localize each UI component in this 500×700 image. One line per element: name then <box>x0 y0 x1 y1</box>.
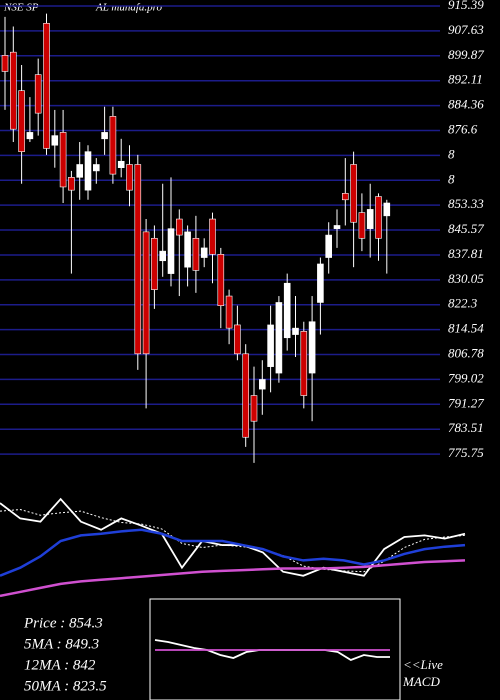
candle-body <box>242 353 249 438</box>
candle-body <box>184 231 191 268</box>
y-tick-label: 822.3 <box>448 296 478 311</box>
candle-body <box>258 379 266 390</box>
candle-body <box>217 254 225 306</box>
candle-body <box>267 324 274 367</box>
indicator-line <box>0 497 466 577</box>
candle-body <box>383 202 391 217</box>
candle-body <box>1 55 9 72</box>
candle-body <box>43 22 50 149</box>
y-tick-label: 783.51 <box>448 420 484 435</box>
y-tick-label: 8 <box>448 146 455 161</box>
candle-body <box>109 116 117 175</box>
candle-body <box>76 164 83 178</box>
candle-body <box>10 51 17 130</box>
indicator-line <box>0 528 466 577</box>
candle-body <box>200 247 208 258</box>
candle-body <box>283 282 291 339</box>
candle-body <box>167 228 175 274</box>
candle-body <box>225 295 233 329</box>
info-text: 50MA : 823.5 <box>24 678 107 694</box>
y-tick-label: 876.6 <box>448 121 478 136</box>
y-tick-label: 806.78 <box>448 346 484 361</box>
candle-body <box>34 74 42 114</box>
candle-body <box>275 302 283 374</box>
y-tick-label: 892.11 <box>448 72 483 87</box>
info-text: 5MA : 849.3 <box>24 636 99 652</box>
candle-body <box>117 160 125 168</box>
y-tick-label: 837.81 <box>448 246 484 261</box>
candle-body <box>134 164 142 355</box>
y-tick-label: 830.05 <box>448 271 484 286</box>
candle-body <box>292 327 299 335</box>
candle-body <box>18 90 25 152</box>
candle-body <box>366 209 374 229</box>
candle-body <box>59 132 67 188</box>
candle-body <box>209 218 216 255</box>
candle-body <box>325 234 333 258</box>
macd-label: <<Live <box>403 657 443 672</box>
candle-body <box>93 164 100 172</box>
candle-body <box>176 218 183 236</box>
candle-body <box>159 250 166 262</box>
y-tick-label: 884.36 <box>448 97 484 112</box>
y-tick-label: 907.63 <box>448 22 484 37</box>
candle-body <box>308 321 316 374</box>
y-tick-label: 814.54 <box>448 321 484 336</box>
candle-body <box>250 395 258 422</box>
y-tick-label: 799.02 <box>448 370 484 385</box>
candle-body <box>192 237 200 271</box>
macd-label: MACD <box>402 674 440 689</box>
y-tick-label: 791.27 <box>448 395 484 410</box>
candle-body <box>151 237 158 290</box>
candle-body <box>101 132 108 140</box>
candle-body <box>333 225 341 229</box>
candle-body <box>317 263 324 303</box>
candle-body <box>68 177 75 191</box>
indicator-line <box>0 509 466 573</box>
candle-body <box>126 164 133 191</box>
candle-body <box>375 196 382 239</box>
y-tick-label: 845.57 <box>448 221 484 236</box>
y-tick-label: 853.33 <box>448 196 484 211</box>
candle-body <box>51 135 59 146</box>
candle-body <box>358 212 366 239</box>
y-tick-label: 8 <box>448 171 455 186</box>
indicator-line <box>0 559 466 598</box>
candle-body <box>26 132 34 140</box>
y-tick-label: 899.87 <box>448 47 484 62</box>
info-text: 12MA : 842 <box>24 657 96 673</box>
chart-title: NSE SP <box>3 2 39 14</box>
candle-body <box>300 331 308 396</box>
candle-body <box>142 231 150 355</box>
candle-body <box>234 324 241 355</box>
watermark: AL munafa.pro <box>95 2 163 14</box>
candle-body <box>84 151 92 191</box>
candle-body <box>350 164 357 223</box>
y-tick-label: 775.75 <box>448 445 484 460</box>
info-text: Price : 854.3 <box>23 615 103 631</box>
candle-body <box>341 193 349 201</box>
y-tick-label: 915.39 <box>448 0 484 12</box>
